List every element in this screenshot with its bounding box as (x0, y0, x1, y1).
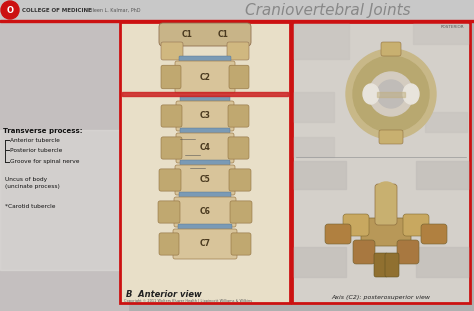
FancyBboxPatch shape (375, 184, 397, 225)
FancyBboxPatch shape (229, 169, 251, 191)
FancyBboxPatch shape (178, 224, 232, 231)
Bar (294, 92, 334, 122)
FancyBboxPatch shape (228, 105, 249, 127)
Bar (0, 20, 474, 22)
FancyBboxPatch shape (227, 42, 249, 60)
FancyBboxPatch shape (180, 128, 230, 135)
FancyBboxPatch shape (228, 137, 249, 159)
Text: Transverse process:: Transverse process: (3, 128, 82, 134)
Bar (0, 130, 128, 270)
FancyBboxPatch shape (385, 253, 399, 277)
Bar (416, 247, 468, 277)
FancyBboxPatch shape (175, 61, 235, 93)
FancyBboxPatch shape (343, 214, 369, 236)
FancyBboxPatch shape (161, 105, 182, 127)
Bar (0, 0, 474, 20)
FancyBboxPatch shape (379, 130, 403, 144)
FancyBboxPatch shape (176, 133, 234, 163)
FancyBboxPatch shape (161, 65, 181, 89)
FancyBboxPatch shape (159, 233, 179, 255)
FancyBboxPatch shape (174, 197, 236, 227)
Text: Axis (C2): posterosuperior view: Axis (C2): posterosuperior view (331, 295, 430, 300)
FancyBboxPatch shape (176, 101, 234, 131)
Bar (294, 161, 346, 189)
FancyBboxPatch shape (374, 253, 388, 277)
Bar (122, 92, 288, 96)
Ellipse shape (403, 84, 419, 104)
Bar (0, 22, 128, 311)
Text: *Carotid tubercle: *Carotid tubercle (5, 205, 55, 210)
Circle shape (353, 56, 429, 132)
Text: O: O (7, 6, 13, 15)
FancyBboxPatch shape (180, 160, 230, 167)
Text: Posterior tubercle: Posterior tubercle (10, 147, 63, 152)
Text: Copyright © 2011 Wolters Kluwer Health | Lippincott Williams & Wilkins: Copyright © 2011 Wolters Kluwer Health |… (124, 299, 252, 303)
Bar (413, 24, 468, 44)
FancyBboxPatch shape (179, 192, 231, 199)
FancyBboxPatch shape (381, 42, 401, 56)
Text: C1: C1 (218, 30, 228, 39)
Text: C7: C7 (200, 239, 210, 248)
Circle shape (369, 72, 413, 116)
FancyBboxPatch shape (231, 233, 251, 255)
FancyBboxPatch shape (179, 56, 231, 64)
FancyBboxPatch shape (159, 23, 251, 46)
Text: Eileen L. Kalmar, PhD: Eileen L. Kalmar, PhD (88, 7, 140, 12)
Bar (294, 24, 349, 59)
Bar (416, 161, 468, 189)
FancyBboxPatch shape (397, 240, 419, 264)
FancyBboxPatch shape (361, 218, 411, 246)
FancyBboxPatch shape (180, 96, 230, 103)
FancyBboxPatch shape (421, 224, 447, 244)
FancyBboxPatch shape (173, 229, 237, 259)
FancyBboxPatch shape (158, 201, 180, 223)
FancyBboxPatch shape (229, 65, 249, 89)
Ellipse shape (363, 84, 379, 104)
Text: POSTERIOR: POSTERIOR (440, 25, 464, 29)
Text: C5: C5 (200, 175, 210, 184)
FancyBboxPatch shape (161, 42, 183, 60)
Text: Uncus of body
(uncinate process): Uncus of body (uncinate process) (5, 177, 60, 189)
FancyBboxPatch shape (175, 165, 235, 195)
Circle shape (346, 49, 436, 139)
Text: Anterior tubercle: Anterior tubercle (10, 137, 60, 142)
Text: C6: C6 (200, 207, 210, 216)
Text: C4: C4 (200, 143, 210, 152)
Circle shape (1, 1, 19, 19)
FancyBboxPatch shape (403, 214, 429, 236)
Bar (120, 22, 290, 303)
Ellipse shape (378, 182, 394, 192)
Text: C2: C2 (200, 72, 210, 81)
FancyBboxPatch shape (161, 137, 182, 159)
FancyBboxPatch shape (353, 240, 375, 264)
Text: Craniovertebral Joints: Craniovertebral Joints (245, 2, 410, 17)
Text: COLLEGE OF MEDICINE: COLLEGE OF MEDICINE (22, 7, 92, 12)
Bar (294, 137, 334, 157)
FancyBboxPatch shape (230, 201, 252, 223)
Circle shape (377, 80, 405, 108)
Text: C3: C3 (200, 112, 210, 120)
Bar (377, 92, 405, 97)
Text: Groove for spinal nerve: Groove for spinal nerve (10, 160, 80, 165)
Text: B  Anterior view: B Anterior view (126, 290, 202, 299)
Bar (294, 247, 346, 277)
Text: C1: C1 (182, 30, 192, 39)
FancyBboxPatch shape (325, 224, 351, 244)
FancyBboxPatch shape (159, 169, 181, 191)
Bar (292, 22, 470, 303)
Bar (425, 112, 467, 132)
